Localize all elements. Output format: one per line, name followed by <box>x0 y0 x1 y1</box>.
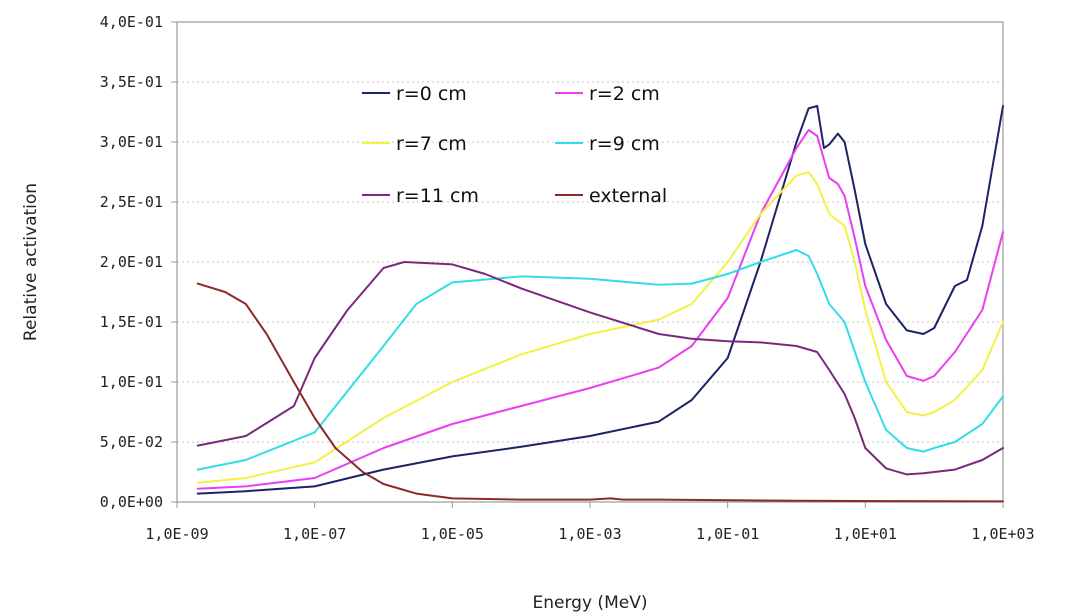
series-line-r-2-cm <box>196 129 1004 490</box>
y-tick-label: 1,0E-01 <box>100 373 163 391</box>
y-tick-label: 3,0E-01 <box>100 133 163 151</box>
x-axis-ticks: 1,0E-09 1,0E-07 1,0E-05 1,0E-03 1,0E-01 1,0E+… <box>145 502 1035 543</box>
x-tick-label: 1,0E+03 <box>971 525 1034 543</box>
x-tick-label: 1,0E-09 <box>145 525 208 543</box>
y-tick-label: 2,0E-01 <box>100 253 163 271</box>
x-axis-title: Energy (MeV) <box>533 593 648 613</box>
legend-label: r=7 cm <box>396 133 467 155</box>
legend-label: r=0 cm <box>396 83 467 105</box>
y-tick-label: 3,5E-01 <box>100 73 163 91</box>
y-tick-label: 1,5E-01 <box>100 313 163 331</box>
y-tick-label: 5,0E-02 <box>100 433 163 451</box>
y-tick-label: 2,5E-01 <box>100 193 163 211</box>
x-tick-label: 1,0E+01 <box>834 525 897 543</box>
legend: r=0 cm r=2 cm r=7 cm r=9 cm r=11 cm external <box>362 83 667 207</box>
series-lines <box>196 105 1004 503</box>
x-tick-label: 1,0E-05 <box>421 525 484 543</box>
series-line-r-7-cm <box>196 171 1004 484</box>
x-tick-label: 1,0E-07 <box>283 525 346 543</box>
series-line-r-9-cm <box>196 249 1004 471</box>
legend-label: external <box>589 185 667 207</box>
series-line-r-0-cm <box>196 105 1004 495</box>
x-tick-label: 1,0E-01 <box>696 525 759 543</box>
legend-label: r=9 cm <box>589 133 660 155</box>
y-axis-ticks: 0,0E+00 5,0E-02 1,0E-01 1,5E-01 2,0E-01 2,5E-… <box>100 13 177 511</box>
series-line-r-11-cm <box>196 261 1004 476</box>
x-tick-label: 1,0E-03 <box>558 525 621 543</box>
y-tick-label: 4,0E-01 <box>100 13 163 31</box>
y-axis-title: Relative activation <box>21 183 41 341</box>
series-line-external <box>196 282 1004 503</box>
legend-label: r=2 cm <box>589 83 660 105</box>
y-tick-label: 0,0E+00 <box>100 493 163 511</box>
legend-label: r=11 cm <box>396 185 479 207</box>
